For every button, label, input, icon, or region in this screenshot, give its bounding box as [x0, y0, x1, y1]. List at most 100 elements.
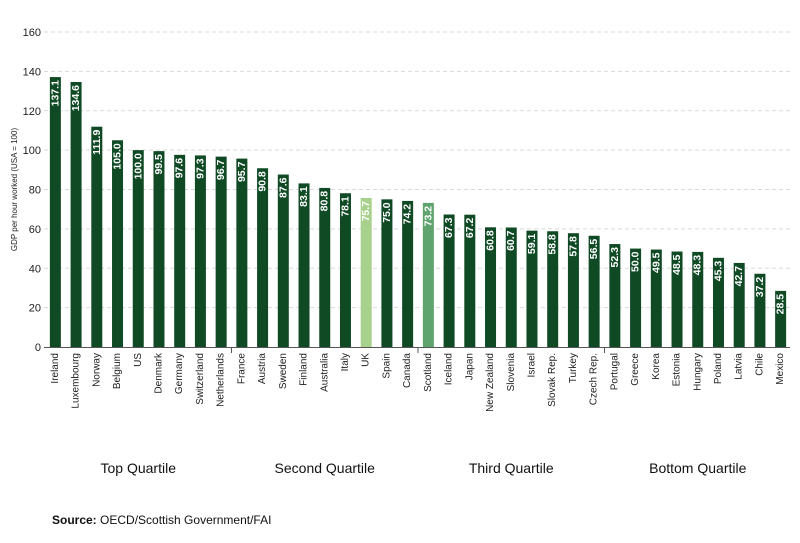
category-label: US	[133, 353, 144, 367]
category-label: Latvia	[734, 353, 745, 380]
category-label: UK	[361, 353, 372, 367]
value-label: 57.8	[567, 236, 579, 257]
bar	[319, 187, 331, 347]
value-label: 52.3	[609, 247, 621, 268]
quartile-label: Bottom Quartile	[649, 460, 746, 476]
value-label: 45.3	[712, 261, 724, 282]
value-label: 134.6	[70, 85, 82, 111]
bar	[630, 248, 642, 347]
category-label: Portugal	[609, 353, 620, 390]
value-label: 59.1	[526, 233, 538, 254]
category-label: Denmark	[153, 352, 164, 394]
bar	[775, 290, 787, 347]
category-label: Spain	[381, 353, 392, 379]
category-label: Czech Rep.	[589, 353, 600, 405]
category-label: Israel	[526, 353, 537, 377]
category-label: Luxembourg	[71, 353, 82, 409]
value-label: 48.5	[671, 254, 683, 275]
category-label: Norway	[91, 353, 102, 387]
bar	[298, 183, 310, 347]
bar	[464, 214, 476, 347]
source-note: Source: OECD/Scottish Government/FAI	[52, 513, 271, 527]
bar	[153, 151, 165, 347]
category-label: Italy	[340, 353, 351, 371]
bar	[609, 244, 621, 347]
category-label: Slovenia	[506, 353, 517, 392]
value-label: 105.0	[112, 143, 124, 169]
value-label: 90.8	[257, 171, 269, 192]
value-label: 67.2	[464, 218, 476, 239]
quartile-label: Third Quartile	[469, 460, 554, 476]
bar	[112, 140, 124, 347]
bar	[754, 273, 766, 347]
bar	[505, 227, 517, 347]
bar	[91, 126, 103, 348]
value-label: 58.8	[547, 234, 559, 255]
quartile-label: Top Quartile	[101, 460, 177, 476]
value-label: 87.6	[277, 177, 289, 198]
value-label: 137.1	[49, 80, 61, 106]
y-tick-label: 40	[29, 263, 41, 275]
y-axis-ticks: 0 20 40 60 80 100 120 140 160	[23, 27, 41, 354]
category-label: Greece	[630, 353, 641, 386]
bar	[132, 150, 144, 347]
y-axis-label: GDP per hour worked (USA = 100)	[10, 128, 19, 252]
y-tick-label: 160	[23, 27, 41, 39]
category-label: Germany	[174, 353, 185, 394]
bar	[236, 158, 248, 347]
y-tick-label: 80	[29, 185, 41, 197]
bar	[360, 197, 372, 347]
y-tick-label: 100	[23, 145, 41, 157]
bar	[194, 155, 206, 347]
value-label: 75.0	[381, 202, 393, 223]
category-label: Ireland	[50, 353, 61, 384]
bar	[650, 249, 662, 347]
value-label: 100.0	[132, 153, 144, 179]
value-label: 48.3	[692, 255, 704, 276]
value-labels: 137.1 134.6 111.9 105.0 100.0 99.5 97.6 97.3 96.…	[49, 80, 786, 314]
category-labels: Ireland Luxembourg Norway Belgium US Denmark G…	[50, 352, 786, 412]
value-label: 96.7	[215, 159, 227, 180]
category-label: Canada	[402, 353, 413, 388]
category-label: France	[236, 353, 247, 385]
value-label: 42.7	[733, 266, 745, 287]
category-label: Austria	[257, 353, 268, 385]
value-label: 37.2	[754, 277, 766, 298]
category-label: Korea	[651, 353, 662, 380]
bar	[712, 257, 724, 347]
bar	[547, 231, 559, 347]
category-label: Mexico	[775, 353, 786, 385]
quartile-labels: Top Quartile Second Quartile Third Quartil…	[101, 460, 747, 476]
bar	[277, 174, 289, 347]
category-label: Japan	[464, 353, 475, 380]
category-label: Sweden	[278, 353, 289, 389]
x-axis	[44, 347, 790, 353]
value-label: 97.3	[194, 158, 206, 179]
y-tick-label: 60	[29, 224, 41, 236]
value-label: 67.3	[443, 217, 455, 238]
value-label: 49.5	[650, 252, 662, 273]
bar	[174, 154, 186, 347]
value-label: 28.5	[775, 294, 787, 315]
category-label: Estonia	[672, 353, 683, 387]
bar	[339, 193, 351, 347]
y-tick-label: 140	[23, 66, 41, 78]
grid-lines	[44, 31, 790, 309]
source-text: OECD/Scottish Government/FAI	[100, 513, 272, 527]
value-label: 56.5	[588, 239, 600, 260]
bar	[422, 202, 434, 347]
category-label: Belgium	[112, 353, 123, 389]
bar	[692, 251, 704, 347]
value-label: 60.8	[485, 230, 497, 251]
value-label: 80.8	[319, 191, 331, 212]
bar	[567, 233, 579, 347]
bars	[49, 77, 787, 348]
bar	[381, 199, 393, 347]
quartile-label: Second Quartile	[275, 460, 376, 476]
y-tick-label: 120	[23, 106, 41, 118]
value-label: 75.7	[360, 201, 372, 222]
value-label: 83.1	[298, 186, 310, 207]
bar	[526, 230, 538, 347]
category-label: Slovak Rep.	[547, 353, 558, 407]
bar	[443, 214, 455, 347]
